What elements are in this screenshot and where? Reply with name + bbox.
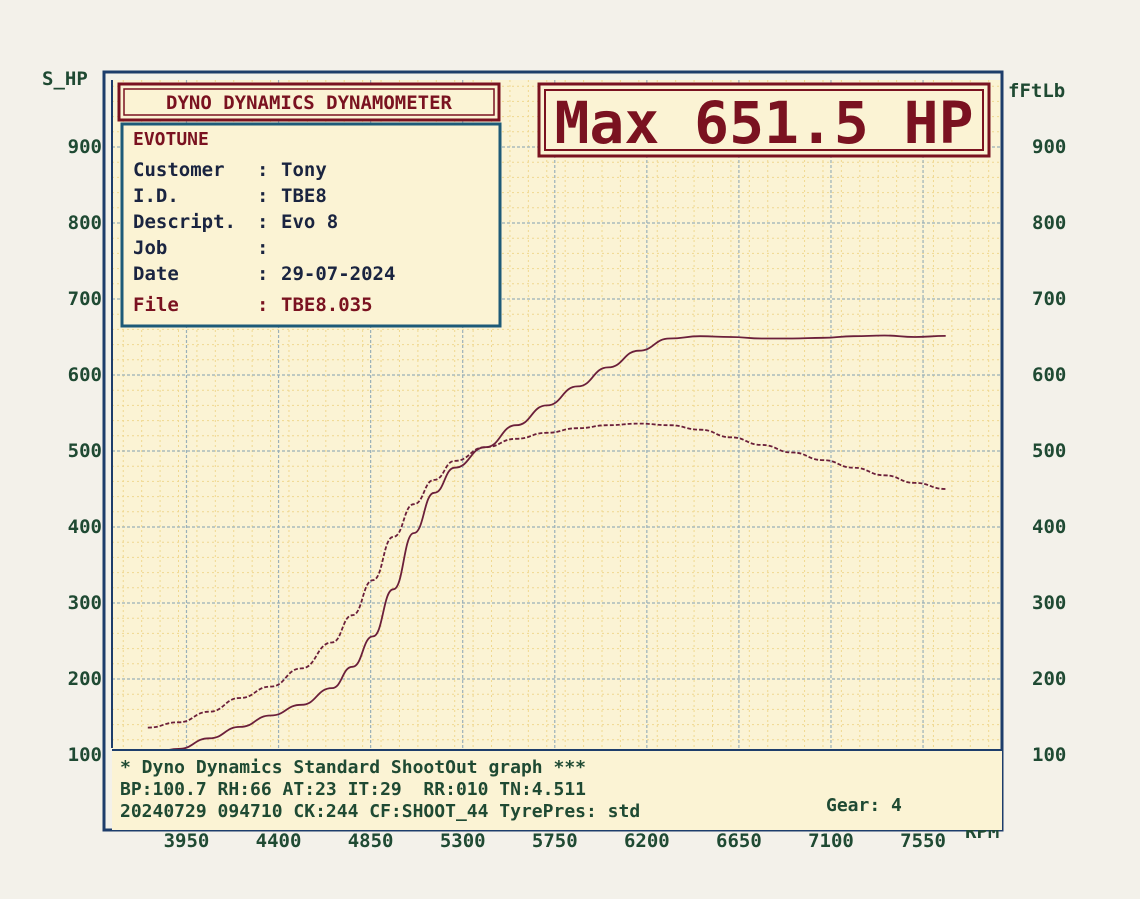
info-separator: : xyxy=(257,185,268,207)
x-tick-labels: 3950 4400 4850 5300 5750 6200 6650 7100 7550 xyxy=(164,830,946,852)
y2-tick-label: 400 xyxy=(1032,516,1066,538)
y2-tick-label: 300 xyxy=(1032,592,1066,614)
info-value: 29-07-2024 xyxy=(281,263,395,285)
y2-tick-label: 600 xyxy=(1032,364,1066,386)
footer-line-2: BP:100.7 RH:66 AT:23 IT:29 RR:010 TN:4.5… xyxy=(120,779,586,800)
y2-axis-label: fFtLb xyxy=(1008,80,1065,102)
grid-minor xyxy=(112,80,1002,748)
y-tick-labels: 100 200 300 400 500 600 700 800 900 xyxy=(68,136,102,766)
y-tick-label: 600 xyxy=(68,364,102,386)
x-tick-label: 3950 xyxy=(164,830,210,852)
y-tick-label: 300 xyxy=(68,592,102,614)
info-label: Date xyxy=(133,263,179,285)
gear-label: Gear: 4 xyxy=(826,795,902,816)
x-tick-label: 6650 xyxy=(716,830,762,852)
y2-tick-label: 200 xyxy=(1032,668,1066,690)
info-value: TBE8 xyxy=(281,185,327,207)
series-layer xyxy=(147,334,946,756)
y-tick-label: 100 xyxy=(68,744,102,766)
info-label: Job xyxy=(133,237,167,259)
series-line-s_hp xyxy=(147,334,946,756)
brand-box xyxy=(117,82,501,122)
x-tick-label: 7100 xyxy=(808,830,854,852)
x-tick-label: 4850 xyxy=(348,830,394,852)
x-tick-label: 4400 xyxy=(256,830,302,852)
info-label: Customer xyxy=(133,159,225,181)
y-axis-label: S_HP xyxy=(42,68,88,90)
max-hp-value: Max 651.5 HP xyxy=(554,89,973,157)
info-box xyxy=(120,122,502,328)
y2-tick-label: 700 xyxy=(1032,288,1066,310)
y-tick-label: 900 xyxy=(68,136,102,158)
footer-panel xyxy=(112,750,1002,830)
footer-line-3: 20240729 094710 CK:244 CF:SHOOT_44 TyreP… xyxy=(120,801,640,822)
x-tick-label: 5300 xyxy=(440,830,486,852)
series-line-fftlb xyxy=(147,422,946,729)
x-tick-label: 7550 xyxy=(900,830,946,852)
info-value: Tony xyxy=(281,159,327,181)
max-box xyxy=(537,82,991,158)
y-tick-label: 200 xyxy=(68,668,102,690)
x-tick-label: 6200 xyxy=(624,830,670,852)
y2-tick-label: 100 xyxy=(1032,744,1066,766)
info-rows: Customer: Tony I.D.: TBE8 Descript.: Evo 8 Job… xyxy=(133,159,395,316)
shop-name: EVOTUNE xyxy=(133,129,209,150)
y-tick-label: 500 xyxy=(68,440,102,462)
info-label: I.D. xyxy=(133,185,179,207)
y2-tick-labels: 100 200 300 400 500 600 700 800 900 xyxy=(1032,136,1066,766)
y2-tick-label: 500 xyxy=(1032,440,1066,462)
max-box-inner xyxy=(544,89,984,151)
info-label: File xyxy=(133,294,179,316)
y2-tick-label: 800 xyxy=(1032,212,1066,234)
y-tick-label: 800 xyxy=(68,212,102,234)
info-value: Evo 8 xyxy=(281,211,338,233)
info-label: Descript. xyxy=(133,211,236,233)
y-tick-label: 700 xyxy=(68,288,102,310)
info-separator: : xyxy=(257,159,268,181)
x-tick-label: 5750 xyxy=(532,830,578,852)
brand-title: DYNO DYNAMICS DYNAMOMETER xyxy=(166,92,453,114)
footer-line-1: * Dyno Dynamics Standard ShootOut graph … xyxy=(120,757,586,778)
y-tick-label: 400 xyxy=(68,516,102,538)
y2-tick-label: 900 xyxy=(1032,136,1066,158)
info-separator: : xyxy=(257,263,268,285)
info-separator: : xyxy=(257,211,268,233)
info-separator: : xyxy=(257,237,268,259)
brand-box-inner xyxy=(123,88,495,116)
info-separator: : xyxy=(257,294,268,316)
info-value: TBE8.035 xyxy=(281,294,373,316)
